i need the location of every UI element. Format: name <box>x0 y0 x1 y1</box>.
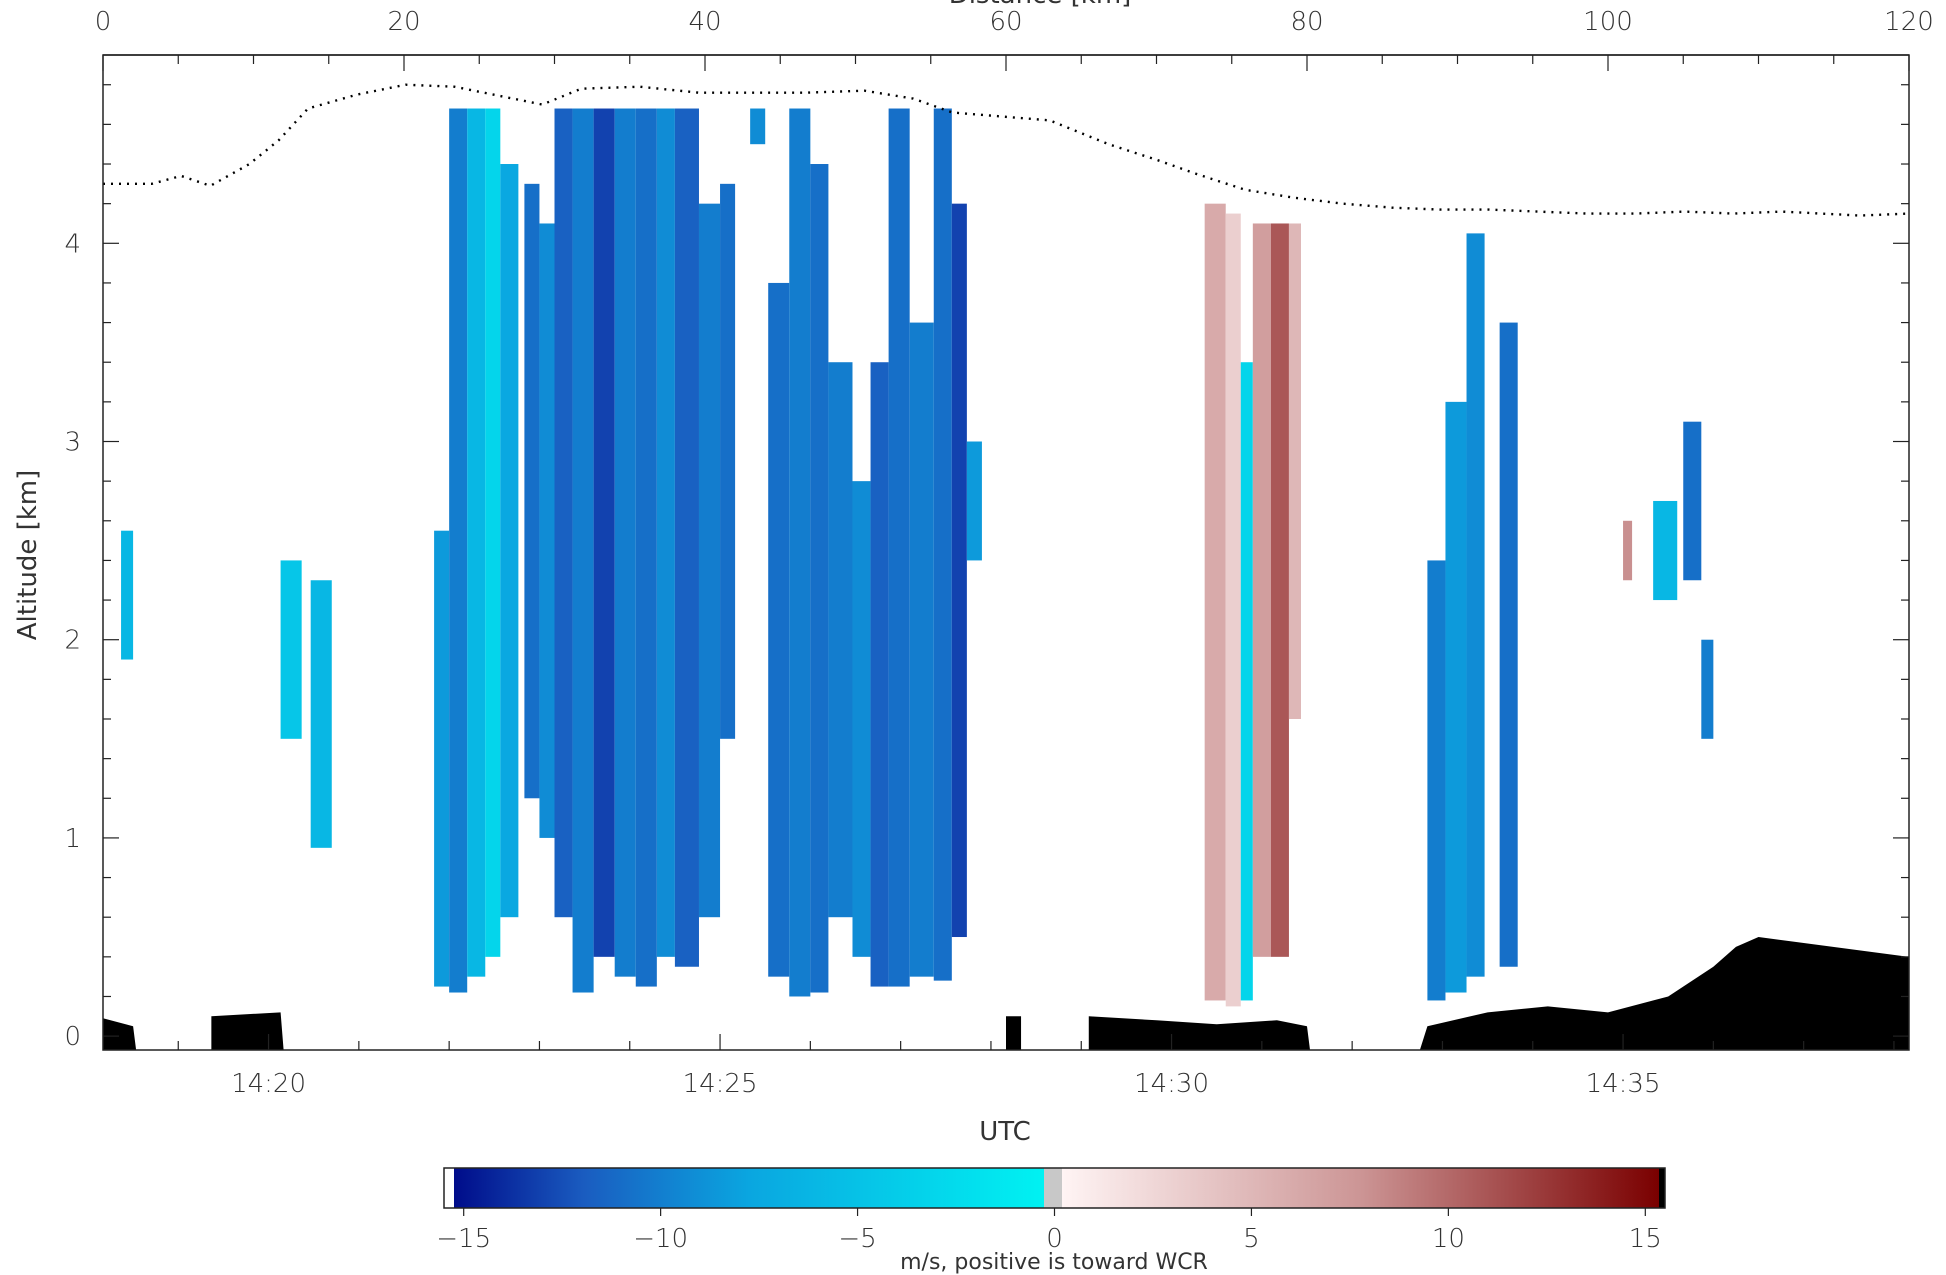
velocity-column <box>1204 203 1226 1001</box>
bottom-tick-label: 14:20 <box>231 1069 306 1099</box>
velocity-column <box>1653 500 1678 601</box>
left-tick-label: 4 <box>64 229 81 259</box>
velocity-column <box>1225 213 1241 1007</box>
y-axis-title: Altitude [km] <box>13 470 43 641</box>
plot-background <box>103 55 1909 1050</box>
velocity-column <box>635 108 657 987</box>
plot-area <box>102 54 1910 1051</box>
colorbar-tick-label: 15 <box>1629 1224 1662 1254</box>
colorbar-white-end <box>444 1168 454 1208</box>
velocity-column <box>750 108 766 145</box>
bottom-tick-label: 14:35 <box>1586 1069 1661 1099</box>
velocity-column <box>1683 421 1702 581</box>
colorbar-tick-label: 10 <box>1432 1224 1465 1254</box>
colorbar-zero <box>1044 1168 1062 1208</box>
velocity-column <box>810 164 829 993</box>
top-tick-label: 60 <box>989 7 1022 37</box>
left-tick-label: 1 <box>64 824 81 854</box>
velocity-column <box>449 108 468 993</box>
bottom-time-axis: 14:20 14:25 14:30 14:35 <box>177 1034 1895 1099</box>
velocity-column <box>909 322 934 977</box>
velocity-column <box>656 108 675 957</box>
velocity-column <box>593 108 615 957</box>
top-axis-title: Distance [km] <box>949 0 1132 10</box>
velocity-column <box>1288 223 1301 719</box>
velocity-column <box>500 164 519 918</box>
velocity-column <box>1270 223 1289 957</box>
velocity-column <box>1466 233 1485 977</box>
colorbar-tick-label: 0 <box>1046 1224 1063 1254</box>
colorbar-tick-label: −10 <box>633 1224 688 1254</box>
bottom-tick-label: 14:25 <box>683 1069 758 1099</box>
velocity-column <box>966 441 982 561</box>
ground-surface <box>103 937 1909 1050</box>
bottom-tick-label: 14:30 <box>1134 1069 1209 1099</box>
velocity-column <box>524 183 540 799</box>
velocity-column <box>720 183 736 739</box>
left-tick-label: 2 <box>64 626 81 656</box>
velocity-column <box>554 108 573 918</box>
velocity-column <box>852 481 871 957</box>
top-tick-label: 20 <box>387 7 420 37</box>
colorbar-black-end <box>1659 1168 1665 1208</box>
colorbar-tick-label: −5 <box>838 1224 876 1254</box>
velocity-column <box>539 223 555 838</box>
velocity-column <box>951 203 967 938</box>
velocity-column <box>888 108 910 987</box>
colorbar: −15 −10 −5 0 5 10 15 m/s, positive is toward W… <box>436 1167 1666 1275</box>
velocity-column <box>434 530 450 987</box>
left-altitude-axis: 0 1 2 3 4 <box>64 84 119 1052</box>
velocity-column <box>1427 560 1446 1001</box>
velocity-column <box>310 580 332 848</box>
colorbar-tick-label: −15 <box>436 1224 491 1254</box>
velocity-column <box>933 108 952 981</box>
colorbar-positive <box>1062 1168 1659 1208</box>
left-tick-label: 3 <box>64 428 81 458</box>
velocity-column <box>485 108 501 957</box>
velocity-column <box>1240 362 1253 1001</box>
bottom-axis-title: UTC <box>979 1117 1031 1147</box>
velocity-column <box>828 362 853 918</box>
velocity-column <box>698 203 721 918</box>
velocity-column <box>1701 639 1714 739</box>
velocity-column <box>467 108 486 977</box>
right-altitude-axis <box>1893 84 1909 1037</box>
velocity-column <box>614 108 636 977</box>
top-tick-label: 100 <box>1583 7 1633 37</box>
velocity-column <box>768 282 790 977</box>
velocity-column <box>572 108 594 993</box>
colorbar-label: m/s, positive is toward WCR <box>900 1250 1208 1275</box>
colorbar-negative <box>454 1168 1044 1208</box>
velocity-column <box>1623 520 1633 581</box>
top-tick-label: 120 <box>1884 7 1934 37</box>
top-tick-label: 0 <box>95 7 112 37</box>
velocity-column <box>1252 223 1271 957</box>
left-tick-label: 0 <box>64 1022 81 1052</box>
top-distance-axis: 0 20 40 60 80 100 120 <box>95 7 1934 71</box>
velocity-column <box>1445 401 1467 993</box>
velocity-column <box>870 362 889 987</box>
velocity-column <box>121 530 134 660</box>
velocity-column <box>280 560 302 739</box>
velocity-column <box>789 108 811 997</box>
ground-polygon <box>103 937 1909 1050</box>
velocity-column <box>1499 322 1518 967</box>
velocity-column <box>674 108 699 967</box>
top-tick-label: 40 <box>688 7 721 37</box>
top-tick-label: 80 <box>1290 7 1323 37</box>
colorbar-tick-label: 5 <box>1243 1224 1260 1254</box>
velocity-columns <box>121 108 1714 1007</box>
colorbar-ticks: −15 −10 −5 0 5 10 15 <box>436 1208 1662 1254</box>
